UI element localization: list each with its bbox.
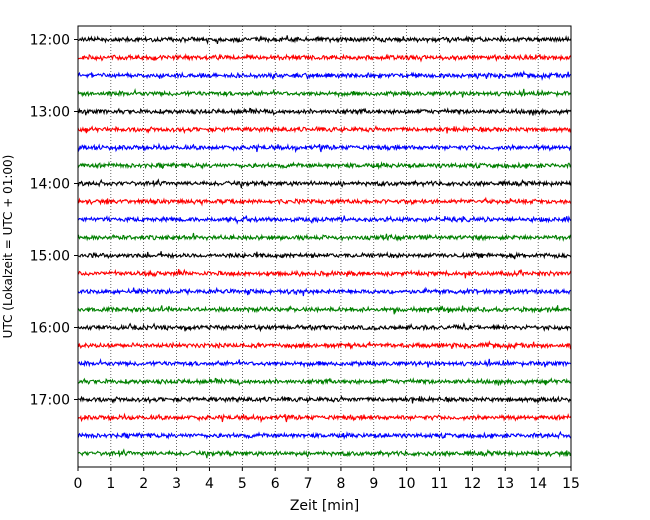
x-tick-label-14: 14 bbox=[529, 476, 547, 492]
x-tick-label-7: 7 bbox=[304, 476, 313, 492]
trace-row-12 bbox=[77, 251, 572, 260]
trace-row-23 bbox=[77, 448, 572, 459]
trace-row-21 bbox=[77, 412, 572, 424]
x-tick-label-0: 0 bbox=[74, 476, 83, 492]
trace-row-3 bbox=[77, 88, 572, 99]
x-tick-label-3: 3 bbox=[172, 476, 181, 492]
trace-row-17 bbox=[77, 340, 572, 351]
x-tick-label-10: 10 bbox=[398, 476, 416, 492]
trace-row-1 bbox=[77, 53, 572, 63]
trace-row-2 bbox=[77, 70, 572, 81]
trace-row-4 bbox=[77, 107, 572, 117]
x-tick-label-2: 2 bbox=[139, 476, 148, 492]
x-tick-label-11: 11 bbox=[431, 476, 449, 492]
x-tick-label-5: 5 bbox=[238, 476, 247, 492]
trace-row-20 bbox=[77, 394, 572, 405]
x-tick-label-15: 15 bbox=[562, 476, 580, 492]
x-tick-label-8: 8 bbox=[336, 476, 345, 492]
trace-row-15 bbox=[77, 305, 572, 315]
x-axis-label: Zeit [min] bbox=[290, 498, 359, 514]
trace-row-16 bbox=[77, 321, 572, 333]
y-tick-label-5: 17:00 bbox=[30, 393, 70, 409]
x-tick-label-1: 1 bbox=[106, 476, 115, 492]
trace-row-9 bbox=[77, 196, 572, 207]
trace-row-6 bbox=[77, 142, 572, 154]
y-tick-label-4: 16:00 bbox=[30, 321, 70, 337]
trace-row-8 bbox=[77, 178, 572, 189]
trace-row-5 bbox=[77, 124, 572, 135]
x-tick-label-9: 9 bbox=[369, 476, 378, 492]
x-tick-label-4: 4 bbox=[205, 476, 214, 492]
trace-row-13 bbox=[77, 268, 572, 279]
y-tick-label-2: 14:00 bbox=[30, 177, 70, 193]
y-axis-label: UTC (Lokalzeit = UTC + 01:00) bbox=[1, 155, 15, 339]
trace-row-18 bbox=[77, 358, 572, 369]
y-tick-label-0: 12:00 bbox=[30, 33, 70, 49]
trace-row-10 bbox=[77, 215, 572, 225]
trace-row-7 bbox=[77, 161, 572, 171]
x-tick-label-12: 12 bbox=[463, 476, 481, 492]
traces-layer bbox=[77, 34, 572, 459]
x-axis: 0 1 2 3 4 5 6 7 8 9 10 11 12 13 14 15 bbox=[74, 467, 580, 492]
trace-row-0 bbox=[77, 34, 572, 45]
trace-row-22 bbox=[77, 430, 572, 441]
x-tick-label-6: 6 bbox=[271, 476, 280, 492]
y-axis: 12:00 13:00 14:00 15:00 16:00 17:00 bbox=[30, 33, 78, 409]
trace-row-14 bbox=[77, 286, 572, 297]
x-tick-label-13: 13 bbox=[496, 476, 514, 492]
trace-row-19 bbox=[77, 377, 572, 387]
trace-row-11 bbox=[77, 232, 572, 242]
y-tick-label-3: 15:00 bbox=[30, 249, 70, 265]
y-tick-label-1: 13:00 bbox=[30, 105, 70, 121]
plot-frame bbox=[77, 25, 572, 468]
